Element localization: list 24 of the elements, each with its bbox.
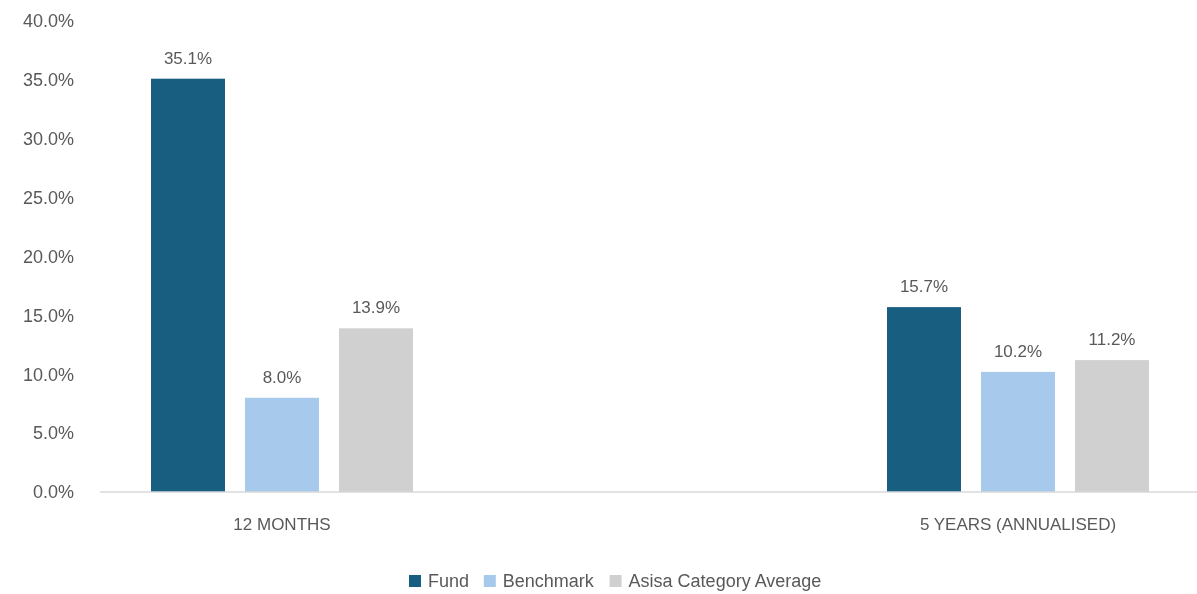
legend-label: Fund bbox=[428, 571, 470, 591]
y-tick-label: 25.0% bbox=[22, 187, 74, 208]
x-tick-label: 12 MONTHS bbox=[233, 515, 331, 534]
y-tick-label: 35.0% bbox=[22, 70, 74, 91]
y-tick-label: 15.0% bbox=[22, 305, 74, 326]
bar bbox=[245, 397, 319, 492]
y-tick-label: 0.0% bbox=[32, 482, 74, 503]
bar bbox=[151, 78, 225, 492]
data-label: 15.7% bbox=[899, 277, 949, 297]
bar bbox=[887, 307, 961, 492]
data-label: 11.2% bbox=[1088, 330, 1136, 350]
y-tick-label: 5.0% bbox=[32, 423, 74, 444]
y-tick-label: 30.0% bbox=[22, 129, 74, 150]
data-label: 35.1% bbox=[163, 48, 213, 68]
y-tick-label: 10.0% bbox=[22, 364, 74, 385]
data-label: 13.9% bbox=[351, 298, 401, 318]
y-tick-label: 40.0% bbox=[22, 11, 74, 32]
bar bbox=[981, 371, 1055, 492]
x-tick-label: 5 YEARS (ANNUALISED) bbox=[919, 515, 1117, 534]
legend-label: Benchmark bbox=[502, 571, 595, 591]
legend-label: Asisa Category Average bbox=[628, 571, 822, 591]
data-label: 10.2% bbox=[993, 341, 1043, 361]
y-tick-label: 20.0% bbox=[22, 246, 74, 267]
data-label: 8.0% bbox=[262, 367, 302, 387]
